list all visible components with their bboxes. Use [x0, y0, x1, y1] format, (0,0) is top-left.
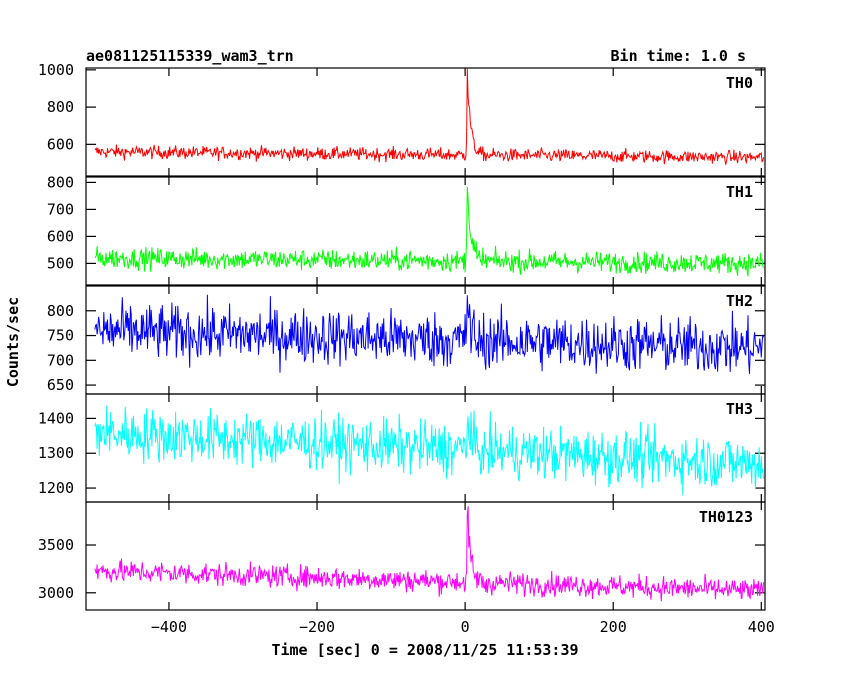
- series-label-th0: TH0: [726, 74, 753, 92]
- panel-frame-th0123: [85, 501, 766, 611]
- panel-frame-th0: [85, 67, 766, 177]
- series-line-th2: [94, 294, 764, 374]
- panels: 600 800 1000 TH0 500 600 700 800 TH1 650 700 750 800…: [38, 61, 775, 636]
- y-tick-label: 750: [47, 327, 74, 345]
- y-tick-label: 700: [47, 200, 74, 218]
- series-line-th0: [94, 68, 764, 165]
- y-tick-label: 800: [47, 302, 74, 320]
- y-tick-label: 700: [47, 351, 74, 369]
- x-axis-label: Time [sec] 0 = 2008/11/25 11:53:39: [271, 641, 578, 659]
- series-label-th1: TH1: [726, 183, 753, 201]
- y-tick-label: 600: [47, 135, 74, 153]
- series-label-th3: TH3: [726, 400, 753, 418]
- y-tick-label: 800: [47, 173, 74, 191]
- chart-title-left: ae081125115339_wam3_trn: [86, 47, 294, 65]
- series-line-th1: [94, 186, 764, 277]
- series-label-th2: TH2: [726, 292, 753, 310]
- y-tick-label: 1300: [38, 444, 74, 462]
- x-tick-label: 400: [748, 618, 775, 636]
- chart-title-right: Bin time: 1.0 s: [611, 47, 746, 65]
- x-tick-label: 200: [600, 618, 627, 636]
- y-tick-label: 1000: [38, 61, 74, 79]
- y-tick-label: 500: [47, 254, 74, 272]
- x-tick-label: −200: [299, 618, 335, 636]
- panel-frame-th3: [85, 393, 766, 503]
- y-tick-label: 3000: [38, 584, 74, 602]
- y-tick-label: 1200: [38, 479, 74, 497]
- y-tick-label: 800: [47, 98, 74, 116]
- series-line-th0123: [94, 506, 764, 602]
- y-tick-label: 1400: [38, 409, 74, 427]
- panel-frame-th1: [85, 176, 766, 286]
- x-tick-label: −400: [151, 618, 187, 636]
- y-tick-label: 600: [47, 227, 74, 245]
- series-label-th0123: TH0123: [699, 508, 753, 526]
- series-line-th3: [94, 405, 764, 496]
- y-tick-label: 3500: [38, 536, 74, 554]
- y-axis-label: Counts/sec: [4, 297, 22, 387]
- y-tick-label: 650: [47, 376, 74, 394]
- x-tick-label: 0: [461, 618, 470, 636]
